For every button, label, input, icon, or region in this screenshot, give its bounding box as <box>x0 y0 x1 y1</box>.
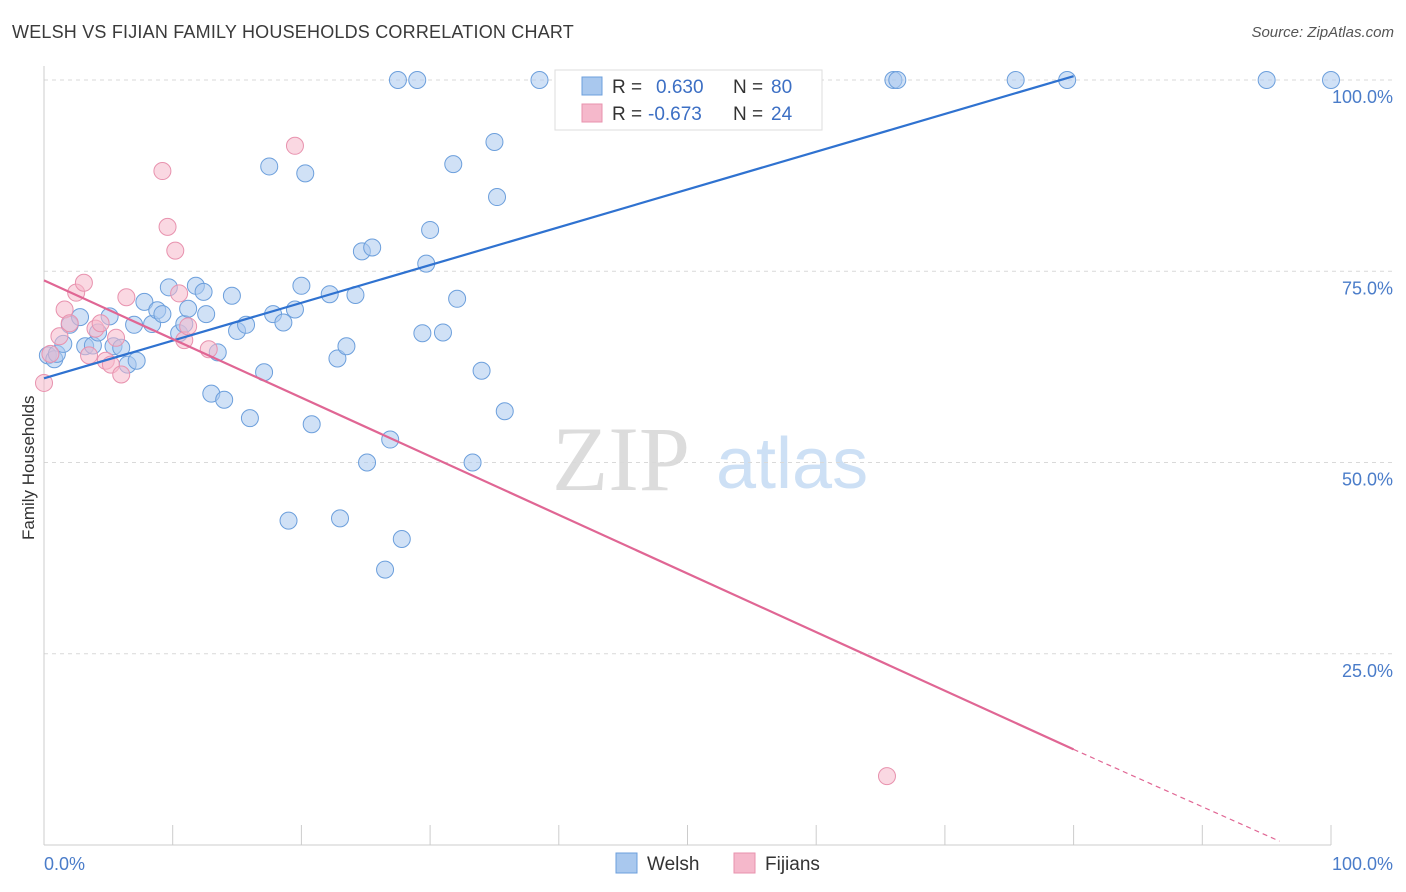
legend-fijian-r-value: -0.673 <box>648 104 702 125</box>
welsh-point <box>363 238 382 257</box>
fijian-trend-line <box>43 279 1075 751</box>
y-tick-label: 100.0% <box>1332 87 1393 107</box>
welsh-point <box>392 530 411 548</box>
watermark-zip: ZIP <box>552 408 690 510</box>
trend-lines <box>43 75 1280 842</box>
gridlines <box>44 79 1392 655</box>
fijian-point <box>153 162 172 181</box>
fijian-point <box>158 217 177 236</box>
fijian-point <box>117 288 136 307</box>
legend-welsh-r-value: 0.630 <box>656 77 704 98</box>
x-tick-label: 0.0% <box>44 854 85 874</box>
fijian-point <box>179 317 198 336</box>
bottom-legend-fijian: Fijians <box>765 854 820 875</box>
bottom-legend-welsh-swatch <box>615 852 638 874</box>
y-axis-title: Family Households <box>19 395 38 540</box>
legend-fijian-n-value: 24 <box>771 104 793 125</box>
welsh-point <box>153 305 172 324</box>
legend-fijian-n-label: N = <box>733 104 763 125</box>
tick-labels: 25.0% 50.0% 75.0% 100.0% 0.0% 100.0% <box>44 87 1393 874</box>
welsh-point <box>1006 71 1025 89</box>
x-tick-label: 100.0% <box>1332 854 1393 874</box>
legend-fijian-r-label: R = <box>612 104 642 125</box>
fijian-point <box>50 327 69 346</box>
welsh-point <box>472 361 491 380</box>
welsh-point <box>179 299 198 318</box>
fijian-point <box>166 241 185 260</box>
welsh-point <box>337 337 356 356</box>
bottom-legend-fijian-swatch <box>733 852 756 874</box>
welsh-point <box>530 71 549 89</box>
welsh-point <box>222 286 241 305</box>
top-legend: R = 0.630 N = 80 R = -0.673 N = 24 <box>554 69 823 131</box>
welsh-point <box>888 71 907 89</box>
welsh-point <box>240 409 259 428</box>
fijian-point <box>107 328 126 347</box>
legend-welsh-r-label: R = <box>612 77 642 98</box>
welsh-trend-line <box>43 75 1074 380</box>
welsh-point <box>408 71 427 89</box>
welsh-point <box>421 220 440 239</box>
welsh-point <box>488 188 507 207</box>
welsh-point <box>388 71 407 89</box>
welsh-point <box>127 351 146 370</box>
y-tick-label: 75.0% <box>1342 278 1393 298</box>
legend-fijian-swatch <box>581 103 603 123</box>
welsh-point <box>358 453 377 472</box>
welsh-point <box>279 511 298 530</box>
fijian-point <box>91 314 110 333</box>
legend-welsh-n-label: N = <box>733 77 763 98</box>
chart-source: Source: ZipAtlas.com <box>1251 24 1394 41</box>
welsh-point <box>381 430 400 449</box>
welsh-point <box>376 560 395 579</box>
bottom-legend-welsh: Welsh <box>647 854 699 875</box>
fijian-point <box>35 373 53 392</box>
welsh-point <box>485 132 504 151</box>
welsh-point <box>260 157 279 176</box>
chart-title: WELSH VS FIJIAN FAMILY HOUSEHOLDS CORREL… <box>12 22 574 42</box>
y-tick-label: 25.0% <box>1342 661 1393 681</box>
fijian-point <box>285 136 304 155</box>
welsh-point <box>463 453 482 472</box>
welsh-point <box>413 324 432 343</box>
welsh-point <box>135 292 154 311</box>
welsh-point <box>1257 71 1276 89</box>
welsh-point <box>296 164 315 183</box>
watermark-atlas: atlas <box>716 424 868 504</box>
fijian-trend-extension <box>1073 748 1280 842</box>
welsh-point <box>215 390 234 409</box>
welsh-point <box>448 289 467 308</box>
fijian-point <box>112 365 131 384</box>
fijian-point <box>80 346 99 365</box>
welsh-point <box>194 282 213 301</box>
welsh-point <box>444 155 463 174</box>
welsh-point <box>1322 71 1340 89</box>
welsh-point <box>433 323 452 342</box>
axes <box>43 66 1332 846</box>
fijian-point <box>60 314 79 333</box>
y-tick-label: 50.0% <box>1342 470 1393 490</box>
fijian-point <box>877 767 896 786</box>
fijian-point <box>170 284 189 303</box>
welsh-point <box>274 313 293 332</box>
legend-welsh-swatch <box>581 76 603 96</box>
welsh-point <box>302 415 321 434</box>
welsh-point <box>328 349 347 368</box>
fijian-point <box>41 344 60 363</box>
welsh-point <box>495 402 514 421</box>
bottom-legend: Welsh Fijians <box>615 852 820 875</box>
fijian-point <box>74 273 93 292</box>
welsh-point <box>197 305 216 324</box>
welsh-point <box>292 276 311 295</box>
legend-welsh-n-value: 80 <box>771 77 792 98</box>
welsh-point <box>331 509 350 528</box>
